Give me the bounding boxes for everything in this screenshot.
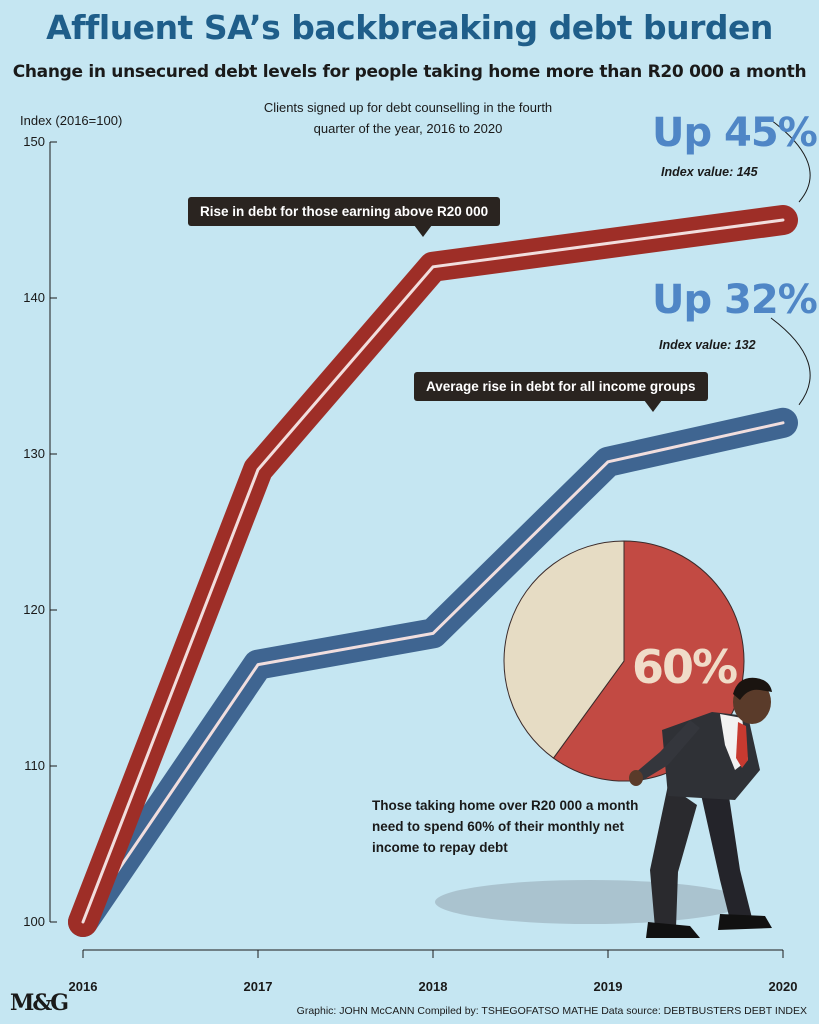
- endpoint-connector: [770, 119, 811, 203]
- series-line-average-highlight: [81, 421, 785, 924]
- pie-note: Those taking home over R20 000 a month n…: [372, 798, 639, 855]
- x-tick-label: 2020: [769, 979, 798, 994]
- callout-average: Average rise in debt for all income grou…: [414, 372, 708, 412]
- y-tick-label: 100: [23, 914, 45, 929]
- series-line-high-income-highlight: [81, 218, 785, 924]
- mg-logo: M&G: [10, 990, 69, 1016]
- x-tick-label: 2019: [594, 979, 623, 994]
- y-tick-label: 150: [23, 134, 45, 149]
- x-tick-label: 2018: [419, 979, 448, 994]
- high-income-change-label: Up 45%: [652, 110, 818, 156]
- callout-high-income: Rise in debt for those earning above R20…: [188, 197, 501, 237]
- y-axis-label: Index (2016=100): [20, 113, 123, 128]
- chart-note: Clients signed up for debt counselling i…: [263, 100, 553, 136]
- chart-title: Affluent SA’s backbreaking debt burden: [46, 8, 773, 47]
- average-index-value: Index value: 132: [659, 338, 756, 352]
- high-income-index-value: Index value: 145: [661, 165, 758, 179]
- average-change-label: Up 32%: [652, 277, 818, 323]
- shadow-shape: [435, 880, 745, 924]
- chart-series: [68, 119, 811, 937]
- y-tick-label: 110: [24, 758, 45, 773]
- chart-subtitle: Change in unsecured debt levels for peop…: [12, 62, 807, 82]
- pie-slice: [503, 540, 625, 759]
- y-tick-label: 140: [23, 290, 45, 305]
- x-tick-label: 2017: [244, 979, 273, 994]
- pie-percentage-label: 60%: [632, 640, 738, 694]
- chart-axes: 100 110 120 130 140 150 2016 2017 2018 2019 2020: [23, 134, 797, 994]
- endpoint-connector: [770, 317, 811, 406]
- man-carrying-debt-illustration: [435, 677, 772, 938]
- x-tick-label: 2016: [69, 979, 98, 994]
- credits-text: Graphic: JOHN McCANN Compiled by: TSHEGO…: [296, 1005, 807, 1017]
- y-tick-label: 130: [23, 446, 45, 461]
- y-tick-label: 120: [23, 602, 45, 617]
